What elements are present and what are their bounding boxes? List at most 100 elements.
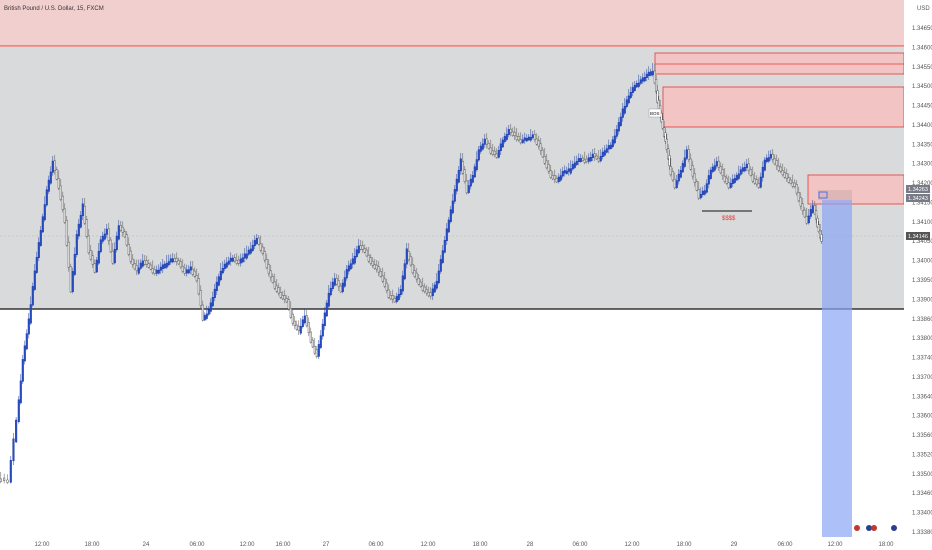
candle-body [107, 228, 110, 242]
price-tick-label: 1.34600 [912, 45, 932, 51]
candle-body [147, 263, 150, 268]
candle-body [707, 175, 710, 185]
candle-body [165, 262, 168, 268]
candle-body [205, 313, 208, 319]
candle-body [329, 287, 332, 296]
candle-body [773, 158, 776, 165]
candle-body [519, 138, 522, 144]
price-tick-label: 1.34300 [912, 162, 932, 168]
candle-body [531, 134, 534, 138]
price-tick-label: 1.33400 [912, 511, 932, 517]
bos-label-box [648, 108, 662, 118]
candle-body [139, 262, 142, 269]
candle-body [801, 203, 804, 212]
candle-body [629, 92, 632, 98]
candle-body [245, 253, 248, 259]
candle-body [631, 87, 634, 94]
candle-body [585, 158, 588, 162]
candle-body [117, 225, 120, 240]
candle-body [599, 155, 602, 162]
price-tick-label: 1.34350 [912, 142, 932, 148]
candle-body [617, 122, 620, 132]
candle-body [137, 267, 140, 274]
candle-body [197, 278, 200, 295]
candle-body [161, 264, 164, 270]
candle-body [623, 105, 626, 114]
candle-body [447, 219, 450, 233]
candle-body [51, 160, 54, 173]
candle-body [521, 139, 524, 143]
candle-body [591, 153, 594, 159]
candle-body [167, 261, 170, 266]
candle-body [781, 170, 784, 176]
candle-body [479, 145, 482, 152]
candle-body [579, 158, 582, 162]
price-badge [906, 232, 930, 240]
candle-body [221, 267, 224, 274]
candle-body [235, 259, 238, 264]
event-flag-icon[interactable] [891, 525, 897, 531]
candle-body [429, 292, 432, 297]
candle-body [797, 192, 800, 202]
candle-body [325, 302, 328, 317]
candle-body [403, 263, 406, 280]
candle-body [83, 205, 86, 224]
candle-body [555, 178, 558, 183]
time-tick-label: 18:00 [878, 542, 894, 548]
candle-body [607, 145, 610, 150]
candle-body [581, 157, 584, 161]
candle-body [789, 179, 792, 184]
candle-body [19, 380, 22, 404]
candle-body [219, 270, 222, 281]
event-flag-icon[interactable] [866, 525, 872, 531]
candle-body [159, 266, 162, 271]
candle-body [75, 234, 78, 255]
time-tick-label: 06:00 [368, 542, 384, 548]
candle-body [799, 197, 802, 207]
event-flag-icon[interactable] [854, 525, 860, 531]
candle-body [241, 257, 244, 263]
candle-body [85, 219, 88, 237]
candle-body [391, 295, 394, 300]
candle-body [559, 175, 562, 181]
candle-body [121, 226, 124, 233]
candle-body [523, 137, 526, 141]
candle-body [415, 272, 418, 280]
candle-body [57, 178, 60, 189]
candle-body [489, 147, 492, 154]
candle-body [425, 289, 428, 294]
price-tick-label: 1.33560 [912, 433, 932, 439]
candle-body [465, 180, 468, 194]
candle-body [327, 292, 330, 307]
price-tick-label: 1.33500 [912, 472, 932, 478]
candle-body [239, 258, 242, 264]
time-axis[interactable]: 12:00 18:00 24 06:00 12:00 16:00 27 06:00 12:00 1… [0, 537, 932, 550]
candle-body [295, 324, 298, 330]
candle-body [313, 345, 316, 354]
candle-body [149, 264, 152, 270]
price-axis[interactable]: USD 1.34650 1.34600 1.34550 1.34500 1.34450 1… [904, 0, 932, 550]
candle-body [669, 165, 672, 176]
candle-body [689, 158, 692, 170]
candle-body [541, 149, 544, 158]
candle-body [261, 246, 264, 254]
candle-body [449, 209, 452, 222]
order-block-2 [662, 86, 905, 128]
candle-body [251, 245, 254, 251]
candle-body [393, 298, 396, 303]
candle-body [9, 460, 12, 483]
candle-body [203, 315, 206, 321]
candle-body [769, 154, 772, 159]
candle-body [133, 263, 136, 270]
event-flag-icon[interactable] [871, 525, 877, 531]
candle-body [387, 289, 390, 298]
candle-body [231, 257, 234, 262]
candle-body [741, 167, 744, 172]
economic-events[interactable] [854, 525, 897, 531]
candle-body [43, 204, 46, 221]
candle-body [509, 128, 512, 134]
price-badge-label: 1.34243 [908, 196, 928, 202]
candle-body [223, 263, 226, 269]
candle-body [507, 129, 510, 135]
